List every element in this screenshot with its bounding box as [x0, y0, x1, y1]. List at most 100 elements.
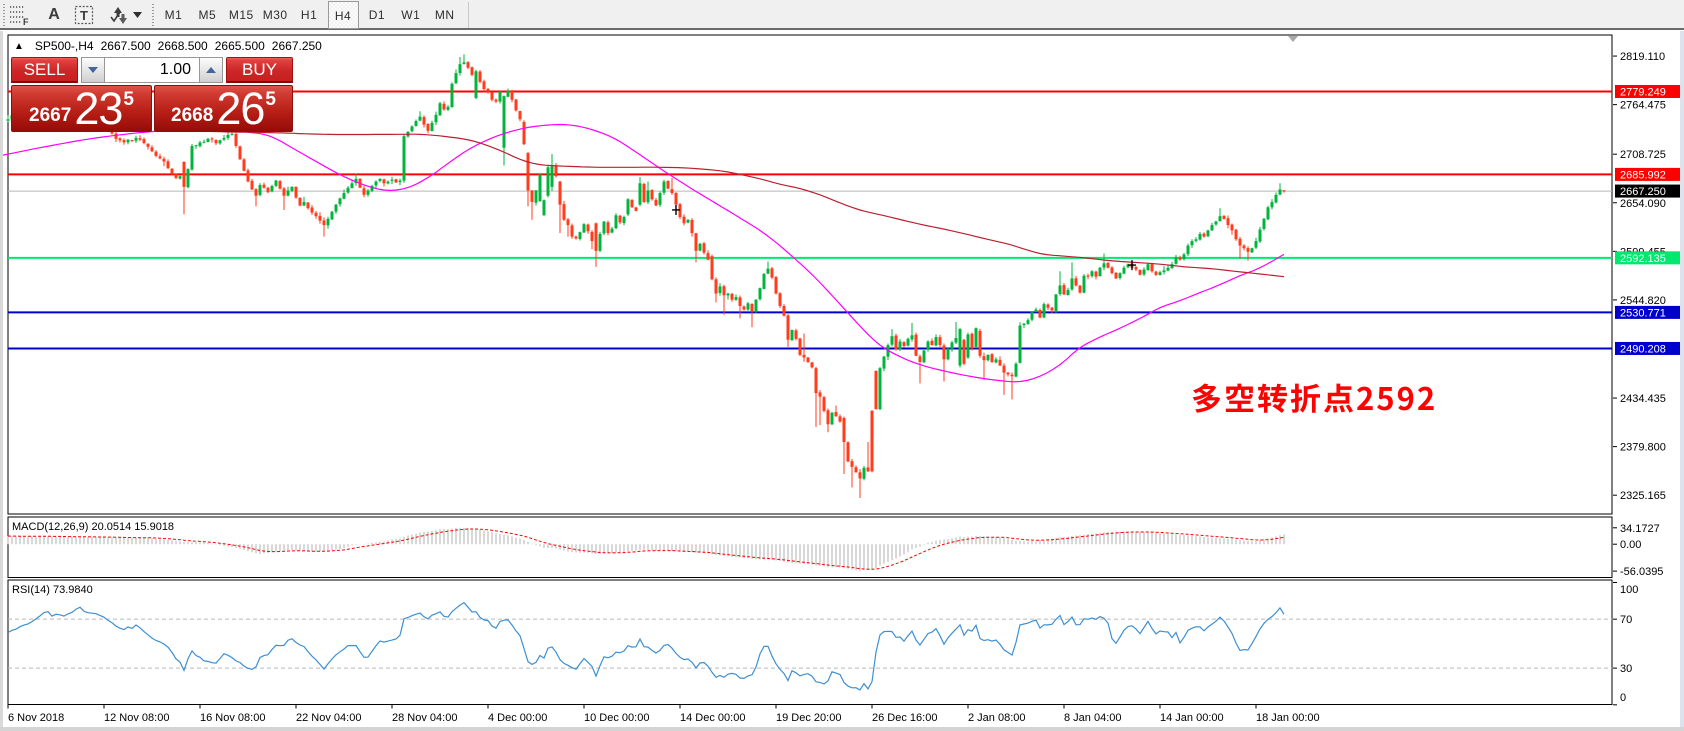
candle-body [302, 201, 306, 206]
annotation-glyph [1397, 386, 1414, 411]
timeframe-button-w1[interactable]: W1 [401, 8, 421, 22]
timeframe-button-m30[interactable]: M30 [262, 8, 288, 22]
dropdown-caret-icon[interactable] [130, 3, 144, 27]
candle-body [370, 185, 374, 191]
candle-body [1074, 278, 1078, 286]
candle-body [126, 139, 130, 143]
arrow-objects-icon[interactable] [107, 3, 131, 27]
price-scale-label: 2764.475 [1620, 100, 1666, 112]
candle-body [294, 186, 298, 198]
candle-body [458, 64, 462, 73]
candle-body [198, 142, 202, 147]
candle-body [282, 188, 286, 196]
candle-body [414, 121, 418, 126]
collapse-triangle-icon[interactable]: ▲ [14, 40, 24, 52]
candle-body [434, 114, 438, 123]
candle-body [1238, 238, 1242, 246]
candle-body [410, 126, 414, 132]
candle-body [926, 341, 930, 350]
candle-body [298, 197, 302, 206]
candle-body [170, 168, 174, 174]
candle-body [950, 342, 954, 349]
buy-button[interactable]: BUY [226, 57, 293, 83]
candle-body [642, 183, 646, 202]
window-bottom-edge [0, 727, 1684, 731]
timeframe-button-h1[interactable]: H1 [300, 8, 318, 22]
level-badge-bg [1615, 341, 1680, 355]
candle-body [254, 189, 258, 196]
candle-body [314, 212, 318, 217]
candle-body [162, 158, 166, 162]
candle-body [730, 293, 734, 300]
candle-body [690, 220, 694, 234]
toolbar-drag-handle[interactable] [1, 4, 6, 26]
candle-body [346, 187, 350, 193]
timeframe-button-mn[interactable]: MN [434, 8, 455, 22]
candle-body [142, 139, 146, 144]
candle-body [470, 67, 474, 75]
volume-increase-button[interactable] [199, 57, 223, 83]
candle-body [114, 133, 118, 139]
volume-decrease-button[interactable] [81, 57, 105, 83]
candle-body [154, 151, 158, 156]
svg-text:T: T [80, 8, 88, 23]
candle-body [242, 159, 246, 171]
candle-body [426, 123, 430, 131]
candle-body [934, 337, 938, 346]
candle-body [714, 279, 718, 294]
candle-body [1254, 241, 1258, 248]
candle-body [1078, 285, 1082, 293]
overlay-ma-slow[interactable] [169, 129, 1285, 278]
toolbar-separator[interactable] [150, 4, 155, 26]
sell-price-box[interactable]: 2667 23 5 [11, 85, 152, 132]
candle-body [902, 342, 906, 346]
candle-body [1202, 233, 1206, 237]
candle-body [214, 140, 218, 144]
candle-body [338, 198, 342, 205]
candle-body [650, 190, 654, 200]
candle-body [914, 334, 918, 356]
text-box-icon[interactable]: T [72, 3, 96, 27]
window-scrollbar-edge[interactable] [1680, 31, 1684, 727]
candle-body [862, 467, 866, 479]
candle-body [826, 410, 830, 425]
candle-body [970, 333, 974, 349]
buy-price-box[interactable]: 2668 26 5 [154, 85, 293, 132]
rsi-scale-label: 100 [1620, 584, 1638, 596]
candle-body [138, 138, 142, 140]
candle-body [1258, 229, 1262, 242]
volume-input[interactable] [105, 57, 199, 83]
candle-body [842, 417, 846, 442]
level-badge-label: 2490.208 [1620, 343, 1666, 355]
timeframe-button-m5[interactable]: M5 [198, 8, 217, 22]
candle-body [274, 180, 278, 186]
candle-body [802, 354, 806, 358]
candle-body [1142, 269, 1146, 275]
candle-body [318, 215, 322, 221]
candle-body [762, 273, 766, 289]
sell-button[interactable]: SELL [11, 57, 78, 83]
annotation-text [1192, 383, 1434, 413]
candle-body [418, 116, 422, 121]
candle-body [486, 88, 490, 92]
candle-body [814, 368, 818, 394]
candle-body [422, 117, 426, 125]
candle-body [918, 356, 922, 362]
candle-body [1262, 218, 1266, 229]
candle-body [1222, 215, 1226, 219]
macd-indicator-label: MACD(12,26,9) 20.0514 15.9018 [12, 521, 174, 533]
candle-body [118, 138, 122, 141]
fibonacci-retracement-icon[interactable]: F [8, 3, 32, 27]
candle-body [430, 122, 434, 131]
candle-body [166, 161, 170, 169]
candle-body [974, 328, 978, 347]
timeframe-button-d1[interactable]: D1 [368, 8, 386, 22]
candle-body [1030, 312, 1034, 320]
timeframe-button-m1[interactable]: M1 [164, 8, 183, 22]
timeframe-button-m15[interactable]: M15 [228, 8, 254, 22]
text-label-icon[interactable]: A [48, 6, 60, 23]
candle-body [618, 215, 622, 223]
candle-body [530, 190, 534, 202]
timeframe-button-h4[interactable]: H4 [327, 1, 359, 29]
